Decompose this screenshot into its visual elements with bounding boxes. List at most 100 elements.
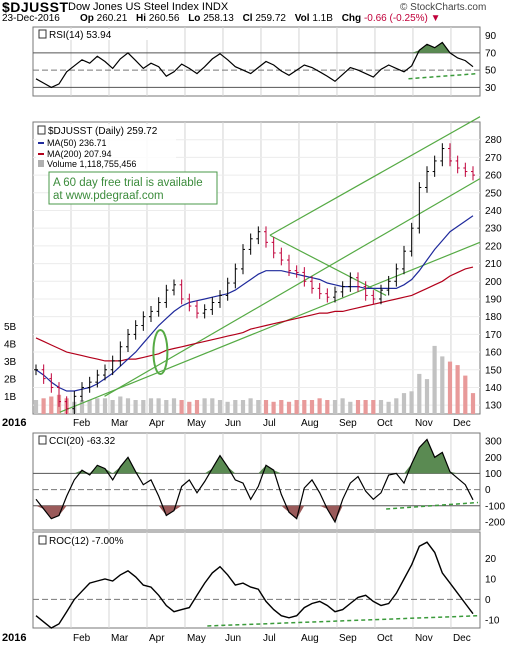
cci-support-trendline	[386, 501, 479, 510]
volume-bar	[409, 391, 414, 414]
change-label: Chg	[341, 13, 362, 24]
month-label: May	[187, 418, 206, 429]
volume-bar	[424, 379, 430, 414]
month-label: Apr	[149, 418, 165, 429]
price-legend-symbol-swatch	[37, 125, 46, 135]
volume-bar	[371, 400, 376, 414]
close-value: 259.72	[255, 13, 286, 24]
roc-month-label: Feb	[73, 633, 91, 644]
month-label: Sep	[339, 418, 357, 429]
volume-bar	[171, 398, 177, 414]
volume-bar	[133, 400, 138, 414]
ma200-legend: MA(200) 207.94	[47, 149, 112, 159]
volume-bar	[271, 401, 276, 414]
price-tick-label: 190	[485, 294, 502, 305]
roc-legend-bg	[38, 535, 138, 546]
rsi-tick-label: 50	[485, 66, 497, 77]
roc-month-label: Apr	[149, 633, 165, 644]
quote-stats: Op 260.21 Hi 260.56 Lo 258.13 Cl 259.72 …	[80, 13, 447, 24]
volume-bar	[256, 400, 261, 414]
roc-month-label: Mar	[111, 633, 129, 644]
roc-legend-swatch	[38, 535, 47, 545]
roc-panel-frame	[32, 531, 481, 629]
price-tick-label: 270	[485, 153, 502, 164]
roc-month-label: Nov	[415, 633, 433, 644]
roc-tick-label: 20	[485, 554, 497, 565]
month-label: Aug	[301, 418, 319, 429]
cci-line	[35, 438, 474, 524]
volume-bar	[263, 400, 269, 414]
channel-upper-line	[269, 116, 481, 236]
volume-bar	[102, 398, 108, 414]
ma50-legend: MA(50) 236.71	[47, 138, 107, 148]
close-label: Cl	[242, 13, 253, 24]
rsi-support-trendline	[408, 72, 479, 80]
roc-month-label: 2016	[2, 632, 26, 644]
cci-legend: CCI(20) -63.32	[49, 436, 116, 447]
volume-bar	[294, 400, 299, 414]
roc-month-label: Dec	[453, 633, 471, 644]
security-name: Dow Jones US Steel Index INDX	[68, 1, 229, 13]
volume-legend: Volume 1,118,755,456	[47, 159, 136, 169]
volume-bar	[394, 398, 399, 414]
volume-bar	[386, 401, 391, 414]
volume-bar	[87, 400, 92, 414]
open-value: 260.21	[96, 13, 128, 24]
rsi-overbought-fill	[36, 42, 473, 53]
price-tick-label: 220	[485, 241, 502, 252]
roc-tick-label: -10	[485, 615, 500, 626]
volume-bar	[95, 398, 100, 414]
cci-tick-label: -100	[485, 501, 505, 512]
month-label: Feb	[73, 418, 91, 429]
roc-legend: ROC(12) -7.00%	[49, 536, 124, 547]
price-tick-label: 280	[485, 135, 502, 146]
volume-bar	[401, 393, 407, 414]
rsi-legend: RSI(14) 53.94	[49, 30, 112, 41]
volume-bar	[210, 398, 215, 414]
down-arrow-icon: ▼	[430, 13, 441, 24]
volume-label: Vol	[294, 13, 310, 24]
volume-bar	[194, 400, 200, 414]
price-tick-label: 230	[485, 224, 502, 235]
month-label: Mar	[111, 418, 129, 429]
rsi-legend-swatch	[38, 29, 47, 39]
rsi-tick-label: 30	[485, 83, 497, 94]
roc-tick-label: 0	[485, 595, 491, 606]
roc-month-label: May	[187, 633, 206, 644]
brand-watermark: © StockCharts.com	[400, 2, 487, 13]
volume-bar	[332, 400, 338, 414]
volume-bar	[233, 400, 238, 414]
price-tick-label: 140	[485, 383, 502, 394]
price-tick-label: 180	[485, 312, 502, 323]
high-value: 260.56	[148, 13, 180, 24]
roc-month-label: Jun	[225, 633, 241, 644]
volume-bar	[240, 400, 246, 414]
descending-trendline	[269, 234, 387, 296]
volume-bar	[317, 398, 322, 414]
chart-header: $DJUSST Dow Jones US Steel Index INDX © …	[0, 0, 512, 26]
symbol: $DJUSST	[2, 0, 69, 15]
volume-swatch	[38, 160, 44, 167]
trial-callout-line2: at www.pdegraaf.com	[53, 190, 164, 202]
volume-bar	[179, 400, 184, 414]
cci-positive-fill	[36, 439, 473, 474]
rsi-tick-label: 90	[485, 31, 497, 42]
price-tick-label: 250	[485, 188, 502, 199]
cci-tick-label: 0	[485, 485, 491, 496]
rsi-line	[35, 41, 474, 89]
volume-bar	[463, 375, 468, 414]
volume-bar	[470, 393, 476, 414]
volume-bar	[378, 400, 384, 414]
rsi-legend-bg	[38, 29, 158, 40]
volume-value: 1.1B	[312, 13, 333, 24]
volume-bar	[348, 401, 353, 414]
volume-bar	[118, 396, 123, 414]
volume-bar	[49, 396, 54, 414]
low-value: 258.13	[203, 13, 234, 24]
volume-bar	[225, 401, 230, 414]
cci-tick-label: 100	[485, 469, 502, 480]
volume-bar	[41, 398, 46, 414]
volume-bar	[309, 400, 315, 414]
high-label: Hi	[136, 13, 147, 24]
